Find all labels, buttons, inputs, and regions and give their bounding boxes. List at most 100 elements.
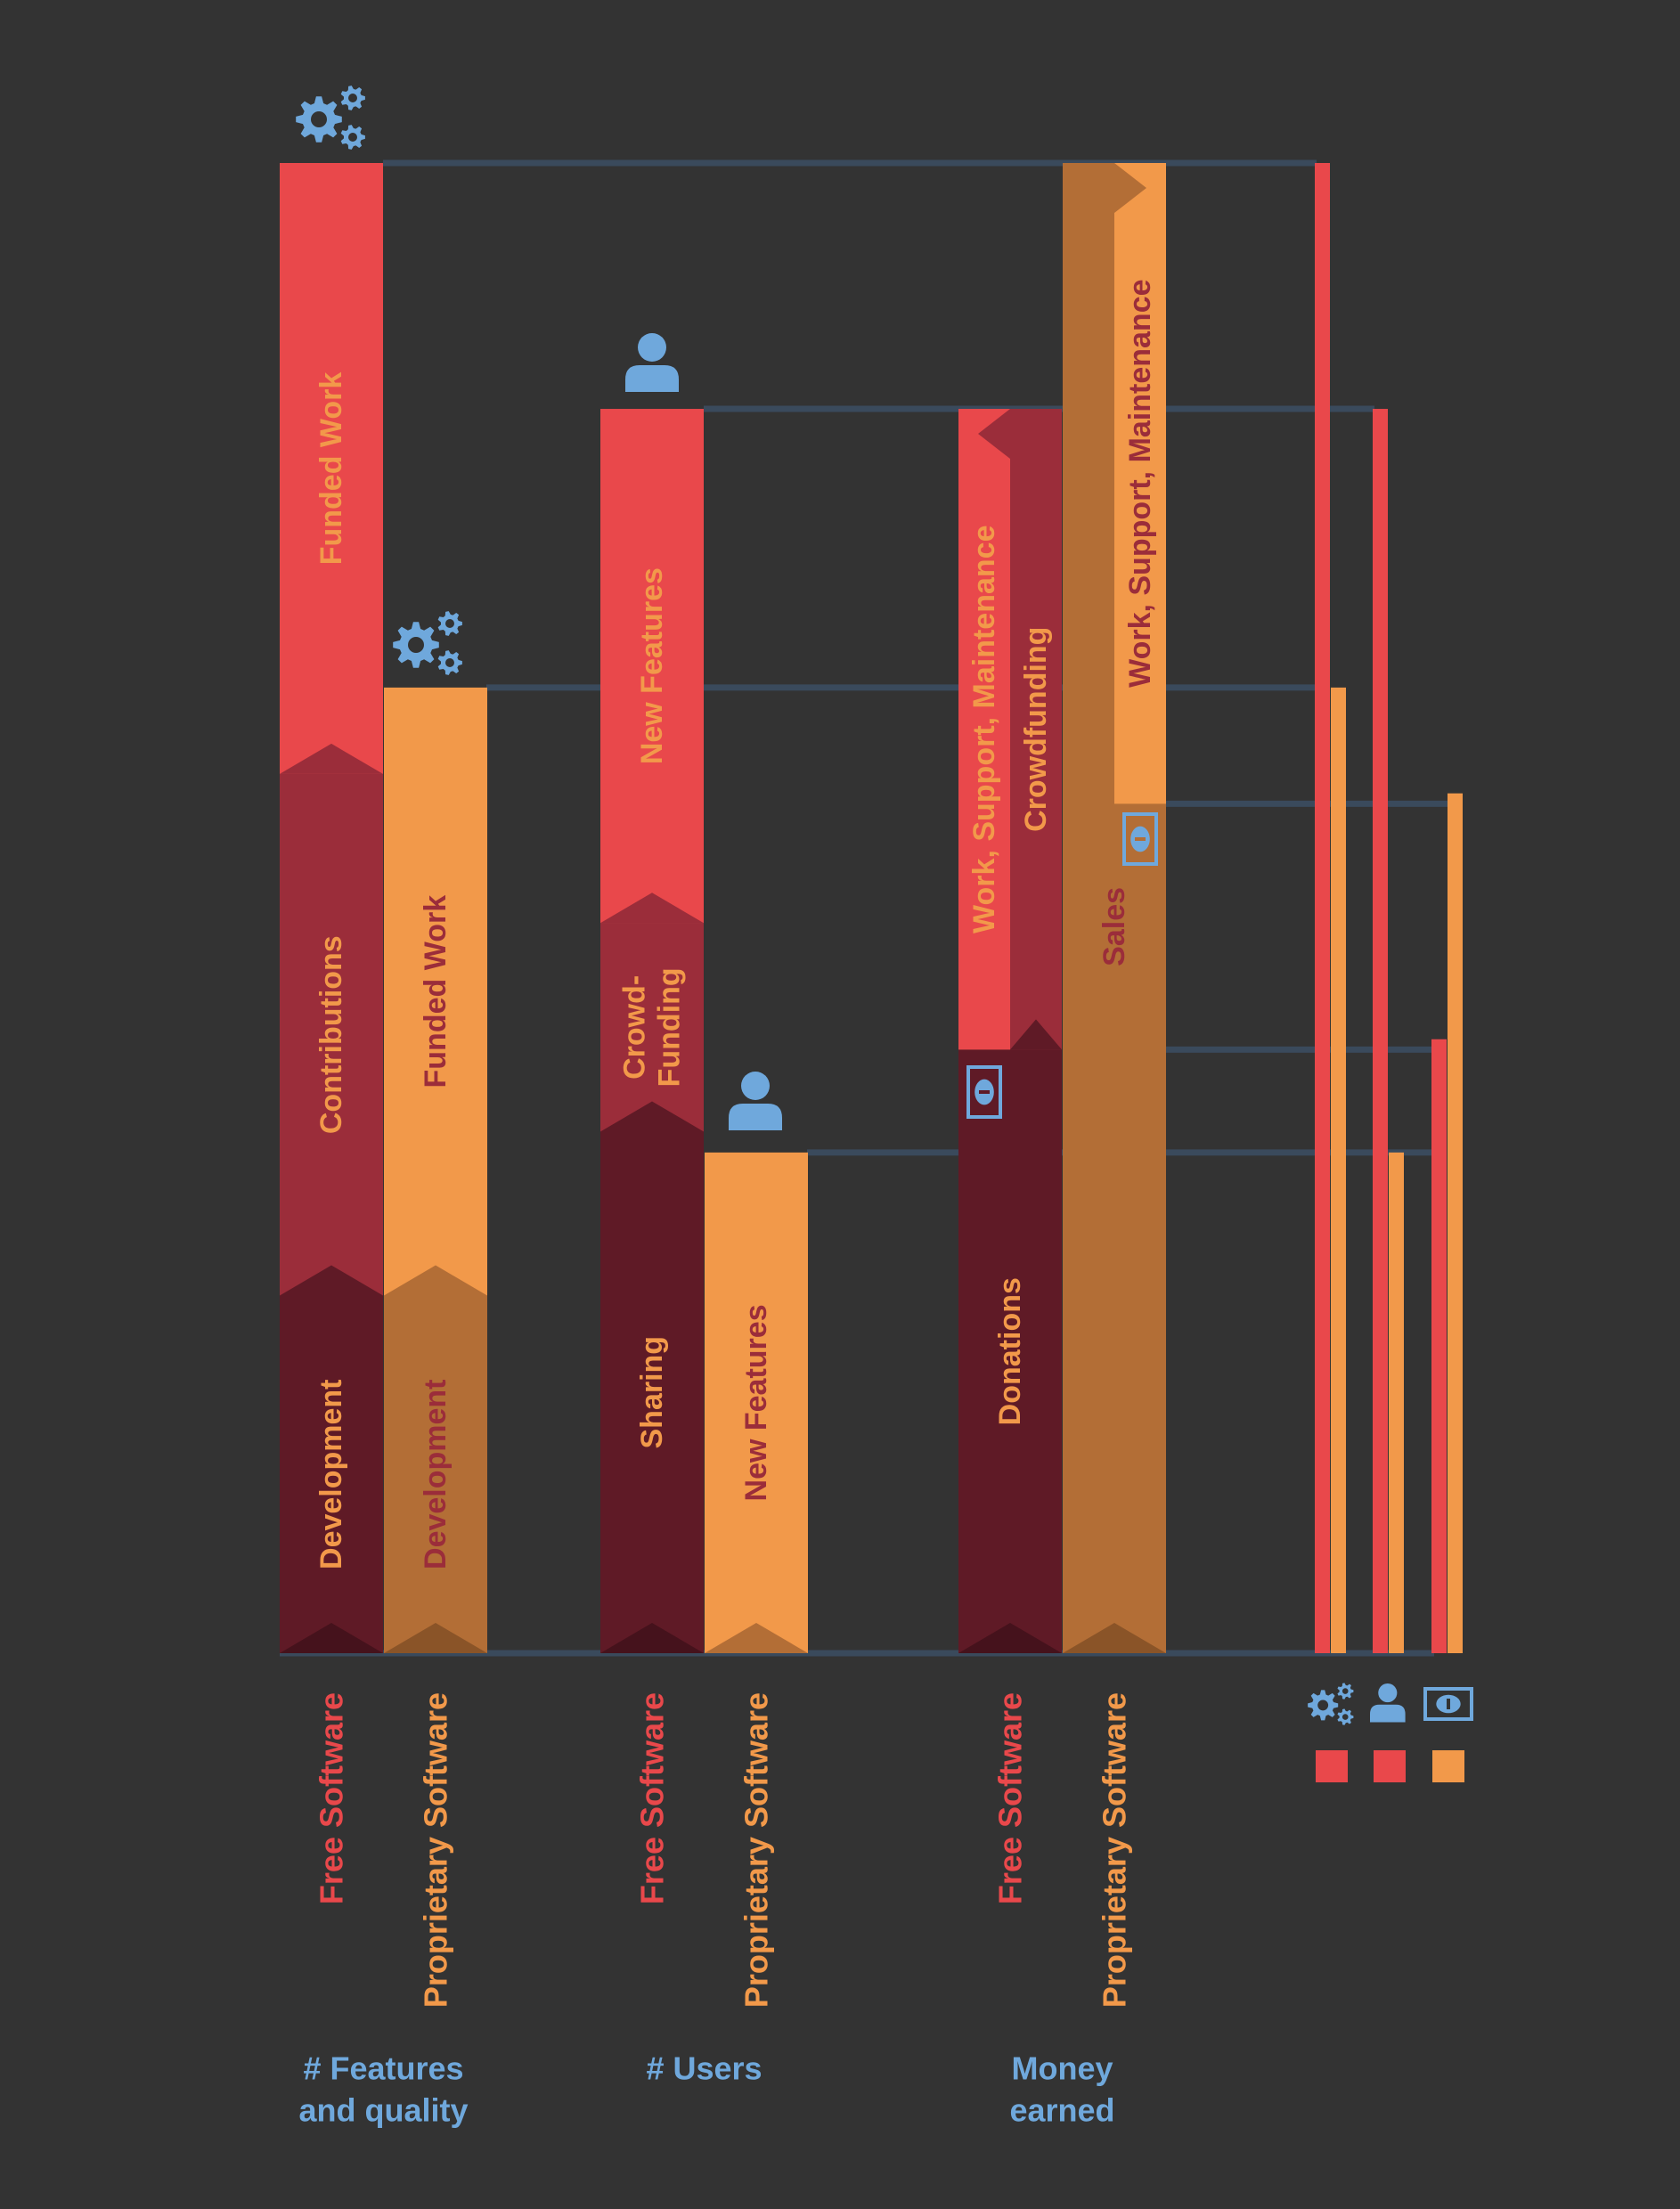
bar-segment: [280, 163, 383, 774]
segment-label-group: Contributions: [314, 935, 348, 1134]
bar-category-label: Free Software: [314, 1692, 350, 1904]
segment-label-group: Donations: [993, 1277, 1027, 1425]
summary-bar-proprietary: [1389, 1152, 1404, 1653]
group-title: # Users: [646, 2050, 762, 2087]
summary-bar-proprietary: [1448, 793, 1463, 1653]
segment-label: New Features: [635, 567, 669, 764]
user-icon: [1370, 1683, 1406, 1723]
gears-icon: [296, 86, 365, 150]
bar-segment: [958, 1049, 1062, 1653]
segment-label: Crowd-: [617, 975, 651, 1080]
segment-label: Donations: [993, 1277, 1027, 1425]
base-chevron: [600, 1623, 704, 1653]
user-icon: [729, 1072, 782, 1130]
legend-swatch: [1432, 1750, 1464, 1782]
gear-hole: [1342, 1688, 1349, 1694]
user-body: [1370, 1704, 1406, 1723]
base-chevron: [1063, 1623, 1166, 1653]
segment-label-group: Development: [419, 1379, 453, 1569]
segment-label: Funded Work: [419, 895, 453, 1088]
segment-label: Contributions: [314, 935, 348, 1134]
user-body: [625, 365, 679, 392]
segment-label-group: Funded Work: [419, 895, 453, 1088]
group-title: earned: [1009, 2092, 1114, 2129]
segment-label-group: Development: [314, 1379, 348, 1569]
bar-group: Sharing Crowd- Funding New Features New Feat…: [600, 409, 808, 1653]
bar-category-label: Proprietary Software: [1097, 1692, 1133, 2008]
segment-label: Development: [419, 1379, 453, 1569]
segment-label: Funded Work: [314, 372, 348, 566]
gear-hole: [348, 94, 357, 102]
bar: Sharing Crowd- Funding New Features: [600, 409, 704, 1653]
flag-arrow: [978, 409, 1010, 460]
bar-segment: [1010, 409, 1062, 1050]
user-head: [638, 333, 666, 362]
gear-hole: [348, 133, 357, 142]
note-digit: [1447, 1699, 1450, 1709]
bar: Sales Work, Support, Maintenance: [1063, 163, 1166, 1653]
note-digit: [1135, 837, 1146, 841]
legend-swatch: [1316, 1750, 1348, 1782]
bar-segment: [280, 1295, 383, 1653]
base-chevron: [280, 1623, 383, 1653]
gear-hole: [1317, 1700, 1329, 1711]
segment-label-group: Work, Support, Maintenance: [967, 526, 1001, 933]
base-chevron: [958, 1623, 1062, 1653]
bar-segment: [600, 409, 704, 924]
bar: Donations Work, Support, Maintenance Crowd…: [958, 409, 1062, 1653]
gear-hole: [1342, 1714, 1349, 1720]
bar-segment: [958, 409, 1010, 1050]
segment-chevron: [600, 1101, 704, 1132]
summary-panel: [1308, 163, 1473, 1782]
bar: Development Funded Work: [384, 687, 487, 1653]
bar-category-label: Free Software: [634, 1692, 671, 1904]
summary-bar-free: [1373, 409, 1388, 1653]
summary-bar-free: [1315, 163, 1330, 1653]
axis-labels: Free Software Proprietary Software # Featu…: [298, 1692, 1132, 2129]
bar-segment: [705, 1152, 808, 1653]
gear-hole: [408, 637, 424, 653]
segment-label: New Features: [739, 1304, 773, 1501]
bar-segment: [600, 923, 704, 1132]
note-digit: [979, 1090, 990, 1094]
segment-label: Crowdfunding: [1019, 627, 1053, 832]
segment-label: Development: [314, 1379, 348, 1569]
base-chevron: [705, 1623, 808, 1653]
user-icon: [625, 333, 679, 392]
segment-label-group: Sharing: [635, 1336, 669, 1449]
segment-chevron: [600, 893, 704, 924]
bar: New Features: [705, 1152, 808, 1653]
summary-bar-free: [1431, 1039, 1447, 1653]
segment-chevron: [280, 1265, 383, 1296]
segment-label-group: Work, Support, Maintenance: [1123, 279, 1157, 687]
user-head: [1378, 1683, 1398, 1703]
segment-chevron: [280, 743, 383, 774]
banknote-icon: [1423, 1687, 1473, 1721]
base-chevron: [384, 1623, 487, 1653]
bar-segment: [1114, 163, 1166, 804]
segment-label: Sharing: [635, 1336, 669, 1449]
bar-category-label: Proprietary Software: [418, 1692, 454, 2008]
legend-swatch: [1374, 1750, 1406, 1782]
segment-label: Funding: [653, 967, 687, 1087]
summary-bar-proprietary: [1331, 687, 1346, 1653]
gears-icon: [393, 611, 462, 675]
bar-segment: [600, 1131, 704, 1653]
bar-group: Donations Work, Support, Maintenance Crowd…: [958, 163, 1166, 1653]
segment-label: Work, Support, Maintenance: [1123, 279, 1157, 687]
segment-label: Work, Support, Maintenance: [967, 526, 1001, 933]
bar-category-label: Free Software: [992, 1692, 1029, 1904]
gear-hole: [311, 111, 327, 127]
bar-segment: [280, 773, 383, 1296]
segment-label-group: Funded Work: [314, 372, 348, 566]
segment-label-group: New Features: [739, 1304, 773, 1501]
segment-chevron: [384, 1265, 487, 1296]
gears-icon: [1308, 1683, 1354, 1725]
group-title: and quality: [298, 2092, 468, 2129]
bar-segment: [384, 1295, 487, 1653]
banknote-icon: [1122, 812, 1158, 866]
segment-label-group: Crowd- Funding: [617, 967, 686, 1087]
user-head: [741, 1072, 770, 1100]
